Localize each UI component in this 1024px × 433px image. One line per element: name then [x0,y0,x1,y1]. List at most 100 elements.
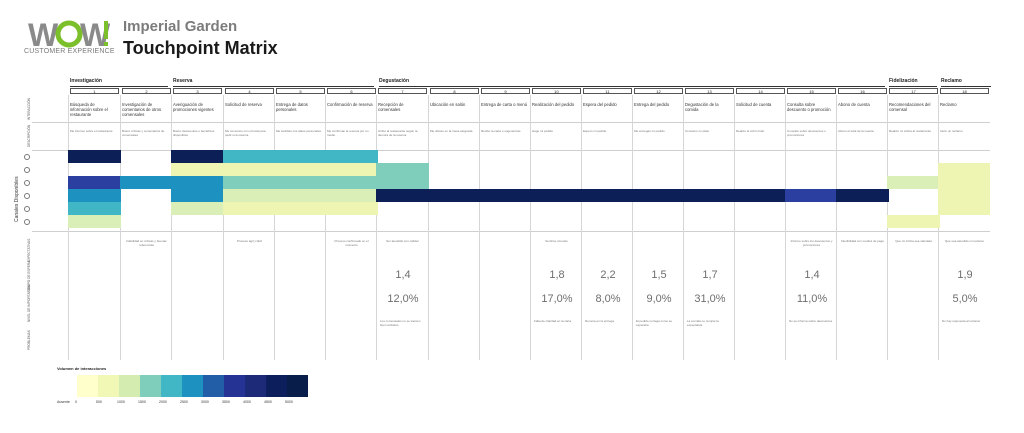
touchpoint-number: 3 [173,88,222,94]
phone-icon [24,180,30,186]
expectation-text: Ser atendido con calidez [386,239,419,243]
legend-swatch [266,375,287,397]
legend-swatch [245,375,266,397]
touchpoint-name: Reclamo [940,102,957,107]
touchpoint-name: Confirmación de reserva [327,102,373,107]
touchpoint-description: Consumo mi plato [685,129,710,133]
column-divider [785,95,786,360]
touchpoint-name: Solicitud de reserva [225,102,262,107]
row-label-expectations: EXPECTATIVAS [27,238,31,262]
touchpoint-description: Me entregan mi pedido [634,129,665,133]
legend-swatch [203,375,224,397]
channel-heat-cell [223,176,378,189]
touchpoint-description: Me informo sobre el restaurante [70,129,113,133]
logo-subtitle: CUSTOMER EXPERIENCE [24,48,115,55]
phase-line-investigacion [70,86,168,87]
expectation-text: Sentirse cómodo [545,239,568,243]
channel-heat-cell [938,163,990,215]
wait-time-value: 1,4 [395,269,411,281]
touchpoint-name: Averiguación de promociones vigentes [173,102,214,112]
touchpoint-number: 4 [225,88,274,94]
importance-value: 8,0% [595,293,621,305]
touchpoint-description: Me confirman la reserva por un medio [327,129,369,137]
column-divider [683,95,684,360]
page-subtitle: Imperial Garden [123,18,238,35]
column-divider [274,95,275,360]
touchpoint-description: Realizo mi crítica al restaurante [889,129,932,133]
importance-value: 11,0% [796,293,828,305]
phase-line-reclamo [941,86,991,87]
channel-heat-cell [223,150,378,163]
expectation-text: Que sea atendido mi reclamo [944,239,985,243]
touchpoint-name: Recomendaciones del comensal [889,102,931,112]
touchpoint-number: 5 [276,88,325,94]
legend-swatch [77,375,98,397]
expectation-text: Que mi crítica sea valorada [895,239,932,243]
channel-heat-cell [223,202,378,215]
legend-stop-label: 2000 [159,400,167,404]
touchpoint-description: Arribo al restaurante según la demora de… [378,129,418,137]
touchpoint-name: Degustación de la comida [685,102,719,112]
channel-heat-cell [171,176,224,189]
problem-text: El pedido no llega como se esperaba [636,319,673,327]
problem-text: Demora en la entrega [585,319,615,323]
expectation-text: Proceso ágil y fácil [236,239,262,243]
touchpoint-name: Realización del pedido [532,102,575,107]
touchpoint-description: Busco descuentos o beneficios disponible… [173,129,215,137]
touchpoint-name: Solicitud de cuenta [736,102,772,107]
row-divider [32,231,990,232]
touchpoint-description: Abono el total de la cuenta [838,129,874,133]
touchpoint-description: Busco críticas y comentarios de comensal… [122,129,165,137]
row-label-channels: Canales Disponibles [14,176,20,222]
touchpoint-number: 6 [327,88,376,94]
touchpoint-number: 17 [889,88,938,94]
importance-value: 17,0% [541,293,573,305]
touchpoint-name: Espera del pedido [583,102,617,107]
touchpoint-number: 18 [940,88,989,94]
expectation-text: Fiabilidad en críticas y buenas referenc… [126,239,167,247]
touchpoint-name: Investigación de comentarios de otros co… [122,102,162,117]
page-title: Touchpoint Matrix [123,38,278,58]
touchpoint-description: Espero mi pedido [583,129,607,133]
touchpoint-number: 9 [481,88,530,94]
touchpoint-name: Abono de cuenta [838,102,870,107]
legend-title: Volumen de interacciones [57,366,107,371]
channel-heat-cell [68,202,121,215]
importance-value: 9,0% [646,293,672,305]
touchpoint-number: 13 [685,88,734,94]
touchpoint-number: 10 [532,88,581,94]
touchpoint-description: Inicio un reclamo [940,129,963,133]
legend-min-label: Ausente [57,400,70,404]
column-divider [223,95,224,360]
touchpoint-number: 2 [122,88,171,94]
phase-reclamo: Reclamo [941,78,962,84]
problem-text: Los comensales no se sienten bien recibi… [380,319,421,327]
channel-heat-cell [376,163,429,176]
column-divider [632,95,633,360]
importance-value: 5,0% [952,293,978,305]
legend-swatch [182,375,203,397]
channel-heat-cell [68,189,121,202]
touchpoint-description: Recibo la carta o sugerencias [481,129,521,133]
channel-heat-cell [887,176,938,189]
phase-fidelizacion: Fidelización [889,78,918,84]
expectation-text: Informe sobre los descuentos y promocion… [790,239,833,247]
touchpoint-name: Entrega de datos personales [276,102,308,112]
channel-heat-cell [887,215,940,228]
web-icon [24,154,30,160]
touchpoint-name: Recepción de comensales [378,102,404,112]
legend-swatch [161,375,182,397]
touchpoint-description: Realizo el cobro final [736,129,764,133]
touchpoint-number: 14 [736,88,785,94]
importance-value: 31,0% [694,293,726,305]
touchpoint-number: 16 [838,88,887,94]
legend-swatch [98,375,119,397]
problem-text: No se informa sobre descuentos [789,319,833,323]
wait-time-value: 2,2 [600,269,616,281]
touchpoint-description: Consulto sobre descuentos o promociones [787,129,826,137]
wait-time-value: 1,7 [702,269,718,281]
column-divider [479,95,480,360]
wow-logo: W W [28,18,110,52]
channel-heat-cell [68,176,121,189]
column-divider [581,95,582,360]
